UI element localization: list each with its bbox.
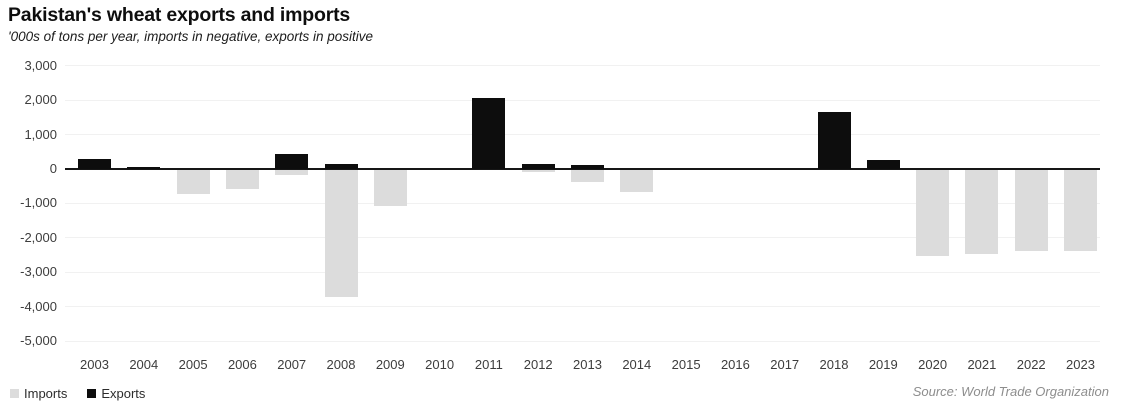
legend-label: Imports bbox=[24, 386, 68, 401]
y-axis-tick-label: -4,000 bbox=[20, 298, 57, 314]
x-axis-tick-label: 2015 bbox=[671, 357, 701, 372]
y-axis-tick-label: 3,000 bbox=[24, 57, 57, 73]
x-axis-tick-label: 2016 bbox=[720, 357, 750, 372]
gridline bbox=[65, 134, 1100, 136]
bar-exports-2012 bbox=[521, 163, 555, 169]
x-axis-tick-label: 2008 bbox=[326, 357, 356, 372]
x-axis-tick-label: 2017 bbox=[770, 357, 800, 372]
legend-item-exports: Exports bbox=[87, 386, 145, 401]
x-axis-zero-line bbox=[65, 168, 1100, 170]
y-axis-tick-label: -3,000 bbox=[20, 264, 57, 280]
bar-exports-2007 bbox=[275, 154, 309, 169]
y-axis-tick-label: 2,000 bbox=[24, 92, 57, 108]
bar-exports-2004 bbox=[127, 167, 161, 169]
x-axis-tick-label: 2004 bbox=[129, 357, 159, 372]
x-axis-tick-label: 2022 bbox=[1016, 357, 1046, 372]
bar-imports-2005 bbox=[176, 170, 210, 195]
exports-swatch-icon bbox=[87, 389, 97, 398]
y-axis-tick-label: 1,000 bbox=[24, 126, 57, 142]
x-axis-tick-label: 2010 bbox=[425, 357, 455, 372]
bar-imports-2008 bbox=[324, 170, 358, 298]
y-axis-tick-label: -5,000 bbox=[20, 333, 57, 348]
gridline bbox=[65, 99, 1100, 101]
bar-exports-2003 bbox=[78, 158, 111, 169]
gridline bbox=[65, 237, 1100, 239]
x-axis-tick-label: 2007 bbox=[277, 357, 307, 372]
legend: Imports Exports bbox=[10, 386, 145, 401]
bar-exports-2008 bbox=[324, 163, 358, 169]
y-axis-tick-label: 0 bbox=[49, 161, 57, 176]
gridline bbox=[65, 202, 1100, 204]
x-axis-tick-label: 2013 bbox=[573, 357, 602, 372]
source-note: Source: World Trade Organization bbox=[912, 384, 1109, 399]
bar-imports-2022 bbox=[1014, 170, 1048, 251]
gridline bbox=[65, 271, 1100, 273]
chart-title: Pakistan's wheat exports and imports bbox=[8, 4, 351, 26]
y-axis-tick-label: -1,000 bbox=[20, 195, 57, 211]
x-axis-tick-label: 2018 bbox=[819, 357, 849, 372]
legend-item-imports: Imports bbox=[10, 386, 67, 401]
bar-imports-2007 bbox=[275, 170, 309, 176]
bar-exports-2013 bbox=[571, 164, 604, 169]
gridline bbox=[65, 340, 1100, 342]
x-axis-tick-label: 2011 bbox=[474, 357, 503, 372]
x-axis-tick-label: 2020 bbox=[918, 357, 948, 372]
x-axis-tick-label: 2003 bbox=[80, 357, 109, 372]
x-axis-tick-label: 2006 bbox=[227, 357, 257, 372]
bar-exports-2011 bbox=[472, 98, 506, 169]
x-axis-tick-label: 2023 bbox=[1066, 357, 1095, 372]
x-axis-tick-label: 2014 bbox=[622, 357, 652, 372]
bar-imports-2012 bbox=[521, 170, 555, 172]
bar-exports-2019 bbox=[866, 160, 900, 169]
x-axis-tick-label: 2019 bbox=[868, 357, 898, 372]
bar-exports-2018 bbox=[817, 112, 851, 169]
x-axis-tick-label: 2005 bbox=[178, 357, 208, 372]
bar-imports-2020 bbox=[916, 170, 950, 256]
x-axis-tick-label: 2021 bbox=[967, 357, 997, 372]
legend-label: Exports bbox=[101, 386, 146, 401]
imports-swatch-icon bbox=[10, 389, 19, 398]
gridline bbox=[65, 65, 1100, 67]
gridline bbox=[65, 306, 1100, 308]
x-axis-tick-label: 2009 bbox=[375, 357, 405, 372]
bar-imports-2009 bbox=[373, 170, 407, 207]
x-axis-tick-label: 2012 bbox=[523, 357, 553, 372]
bar-imports-2021 bbox=[965, 170, 999, 255]
bar-imports-2006 bbox=[225, 170, 259, 189]
chart-subtitle: '000s of tons per year, imports in negat… bbox=[8, 29, 374, 44]
bar-imports-2013 bbox=[571, 170, 604, 183]
bar-imports-2014 bbox=[620, 170, 654, 193]
bar-imports-2023 bbox=[1064, 170, 1097, 251]
y-axis-tick-label: -2,000 bbox=[20, 229, 57, 245]
